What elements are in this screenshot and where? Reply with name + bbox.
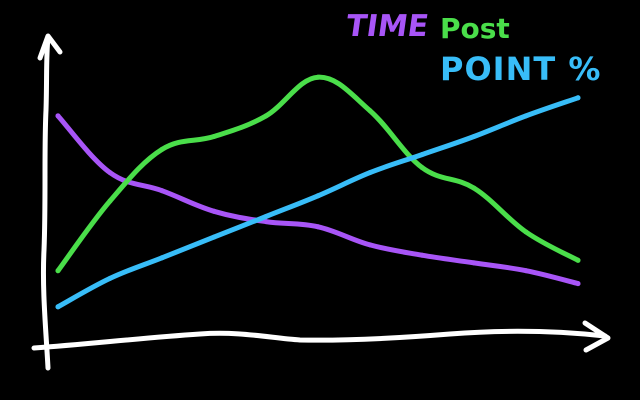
series-0-point-6 [367,242,373,248]
series-1-point-2 [159,146,165,152]
series-0-point-0 [55,113,61,119]
series-1-point-7 [419,165,425,170]
series-layer [55,74,581,310]
series-2-point-4 [263,214,269,219]
legend-label-post: Post [440,12,510,45]
series-1-point-9 [523,229,529,235]
legend-label-time: TIME [344,9,431,44]
series-2-point-7 [419,152,425,158]
series-1-point-3 [211,134,217,139]
series-0-point-9 [523,268,529,274]
series-0-point-3 [211,208,217,214]
series-1-point-4 [263,113,269,119]
y-axis [40,35,51,371]
series-2-point-2 [159,255,165,261]
series-0-point-1 [107,170,113,176]
series-2-point-3 [211,234,217,240]
y-axis-arrowhead [37,33,63,61]
series-2-point-6 [367,170,373,176]
series-0-point-2 [159,188,165,194]
x-axis [31,328,608,351]
series-0-point-4 [263,219,269,225]
series-1-point-5 [315,74,321,80]
series-1-point-10 [575,257,581,263]
x-axis-arrowhead [582,320,611,353]
legend: TIME Post POINT % [344,9,601,88]
series-1-point-0 [55,268,61,274]
series-1-point-1 [107,198,113,204]
series-2-point-1 [107,275,113,281]
series-0-point-10 [575,281,581,287]
series-2-point-8 [471,134,477,139]
series-2-point-9 [523,113,529,119]
series-0-point-5 [315,224,321,230]
series-2-point-5 [315,193,321,199]
legend-label-point: POINT % [440,50,601,88]
series-1-point-8 [471,185,477,191]
series-1-point-6 [367,108,373,114]
series-2-point-10 [575,95,581,101]
series-0-point-7 [419,252,425,258]
series-0-point-8 [471,260,477,266]
series-2-point-0 [55,304,61,310]
